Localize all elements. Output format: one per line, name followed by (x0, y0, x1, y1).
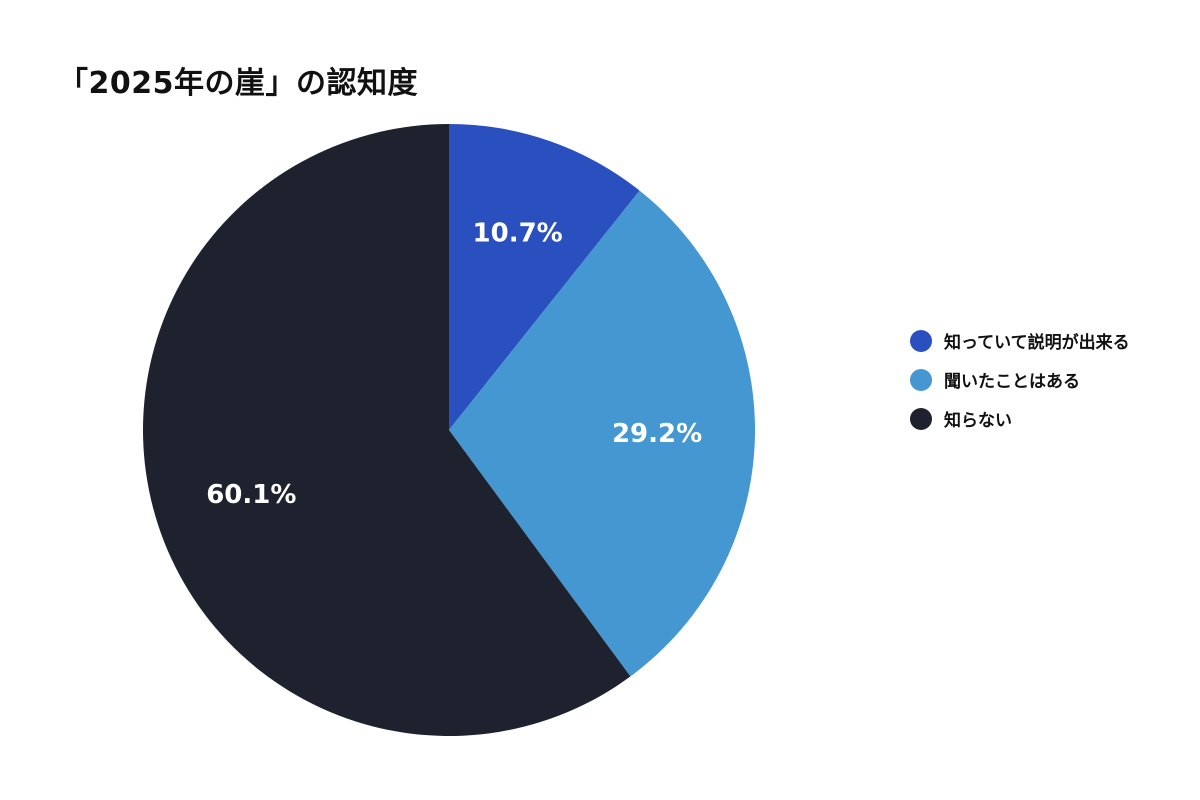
pie-slice-labels: 10.7% 29.2% 60.1% (206, 219, 702, 510)
slice-label-explainable: 10.7% (473, 219, 563, 249)
legend-item-unknown: 知らない (910, 406, 1130, 431)
legend-label-unknown: 知らない (944, 411, 1012, 431)
slice-label-heard: 29.2% (612, 419, 702, 449)
legend-item-heard: 聞いたことはある (910, 367, 1130, 392)
legend-swatch-explainable (910, 329, 932, 352)
legend: 知っていて説明が出来る 聞いたことはある 知らない (910, 328, 1130, 431)
pie-slice-heard (449, 190, 756, 677)
pie-slice-explainable (449, 124, 640, 430)
pie-slice-unknown (142, 124, 631, 736)
pie-slices (142, 124, 756, 736)
legend-label-explainable: 知っていて説明が出来る (944, 333, 1130, 353)
legend-item-explainable: 知っていて説明が出来る (910, 328, 1130, 353)
legend-swatch-heard (910, 368, 932, 391)
chart-title: 「2025年の崖」の認知度 (58, 66, 418, 101)
legend-swatch-unknown (910, 407, 932, 430)
slice-label-unknown: 60.1% (206, 480, 296, 510)
legend-label-heard: 聞いたことはある (944, 372, 1080, 392)
